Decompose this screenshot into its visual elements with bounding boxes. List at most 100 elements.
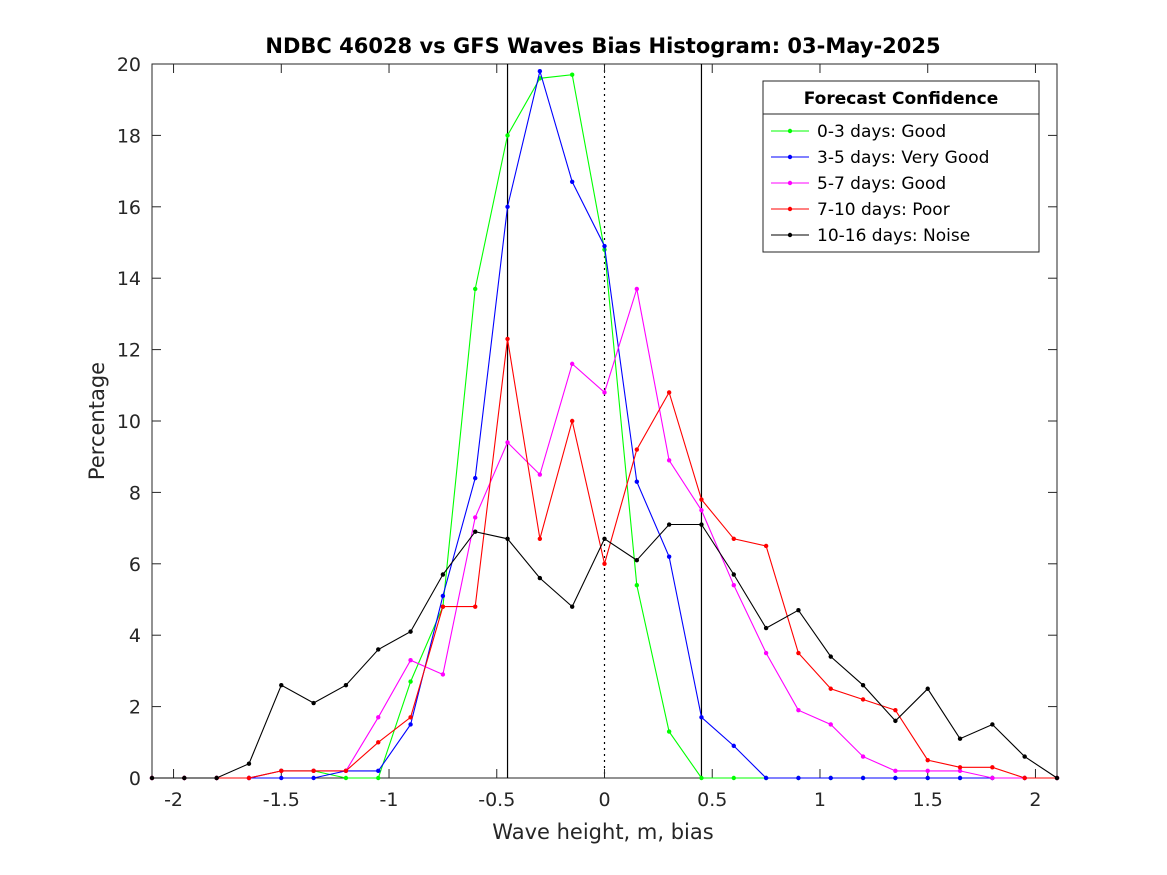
- data-point: [893, 718, 898, 724]
- data-point: [569, 179, 575, 185]
- data-point: [376, 715, 381, 720]
- data-point: [925, 768, 930, 774]
- data-point: [957, 765, 963, 770]
- data-point: [666, 729, 672, 734]
- legend-marker: [787, 154, 793, 160]
- data-point: [860, 754, 866, 759]
- data-point: [311, 700, 316, 706]
- data-point: [699, 522, 704, 527]
- legend-item: 3-5 days: Very Good: [771, 148, 989, 168]
- data-point: [666, 554, 672, 559]
- data-point: [505, 336, 510, 342]
- data-point: [699, 775, 704, 781]
- data-point: [505, 440, 510, 445]
- data-point: [860, 775, 866, 781]
- data-point: [602, 561, 607, 566]
- data-point: [149, 775, 155, 781]
- legend-label: 3-5 days: Very Good: [817, 148, 989, 168]
- data-point: [634, 447, 640, 452]
- data-point: [376, 768, 381, 774]
- data-point: [990, 765, 995, 770]
- series-4: [149, 522, 1060, 781]
- data-point: [828, 686, 833, 691]
- x-tick-label: -2: [164, 789, 183, 811]
- data-point: [505, 133, 510, 138]
- data-point: [925, 775, 930, 781]
- data-point: [343, 768, 349, 774]
- y-tick-label: 10: [117, 411, 141, 433]
- data-point: [699, 497, 704, 502]
- data-series: [149, 68, 1060, 781]
- data-point: [763, 650, 769, 656]
- legend-label: 10-16 days: Noise: [817, 226, 970, 246]
- reference-lines: [506, 64, 703, 778]
- legend-label: 0-3 days: Good: [817, 122, 946, 142]
- data-point: [473, 529, 478, 534]
- y-tick-label: 14: [117, 268, 141, 290]
- data-point: [182, 775, 187, 781]
- data-point: [893, 768, 898, 774]
- data-point: [473, 604, 478, 609]
- data-point: [666, 522, 672, 527]
- data-point: [376, 775, 381, 781]
- data-point: [860, 697, 866, 702]
- data-point: [376, 647, 381, 652]
- data-point: [634, 286, 640, 292]
- data-point: [763, 625, 769, 631]
- data-point: [602, 536, 607, 542]
- data-point: [343, 775, 349, 781]
- data-point: [440, 604, 446, 609]
- chart-title: NDBC 46028 vs GFS Waves Bias Histogram: …: [265, 34, 940, 58]
- data-point: [634, 558, 640, 563]
- data-point: [569, 361, 575, 367]
- data-point: [440, 672, 446, 677]
- x-tick-label: 2: [1029, 789, 1041, 811]
- y-tick-label: 6: [129, 554, 141, 576]
- data-point: [731, 536, 736, 542]
- y-tick-label: 16: [117, 197, 141, 219]
- data-point: [731, 572, 736, 577]
- data-point: [763, 775, 769, 781]
- data-point: [408, 715, 413, 720]
- legend-marker: [787, 232, 793, 238]
- data-point: [505, 536, 510, 542]
- data-point: [957, 768, 963, 774]
- data-point: [925, 686, 930, 691]
- data-point: [376, 740, 381, 745]
- y-tick-label: 8: [129, 482, 141, 504]
- x-tick-label: 0.5: [697, 789, 727, 811]
- data-point: [860, 682, 866, 688]
- data-point: [763, 543, 769, 549]
- data-point: [473, 286, 478, 292]
- x-tick-label: -1.5: [263, 789, 300, 811]
- data-point: [440, 572, 446, 577]
- y-tick-label: 0: [129, 768, 141, 790]
- legend-box: [762, 80, 1040, 253]
- data-point: [796, 775, 801, 781]
- y-tick-label: 20: [117, 54, 141, 76]
- data-point: [569, 72, 575, 77]
- data-point: [279, 775, 284, 781]
- y-tick-label: 4: [129, 625, 141, 647]
- data-point: [893, 707, 898, 713]
- data-point: [828, 654, 833, 659]
- data-point: [569, 418, 575, 424]
- data-point: [214, 775, 219, 781]
- data-point: [828, 775, 833, 781]
- y-tick-label: 2: [129, 697, 141, 719]
- data-point: [893, 775, 898, 781]
- data-point: [796, 650, 801, 656]
- legend-item: 0-3 days: Good: [771, 122, 946, 142]
- y-axis-label: Percentage: [85, 362, 109, 480]
- data-point: [473, 515, 478, 520]
- data-point: [537, 575, 543, 581]
- data-point: [1022, 754, 1027, 759]
- x-tick-label: 0: [598, 789, 610, 811]
- data-point: [408, 722, 413, 727]
- x-tick-label: -0.5: [478, 789, 515, 811]
- data-point: [279, 682, 284, 688]
- data-point: [279, 768, 284, 774]
- data-point: [731, 775, 736, 781]
- data-point: [731, 583, 736, 588]
